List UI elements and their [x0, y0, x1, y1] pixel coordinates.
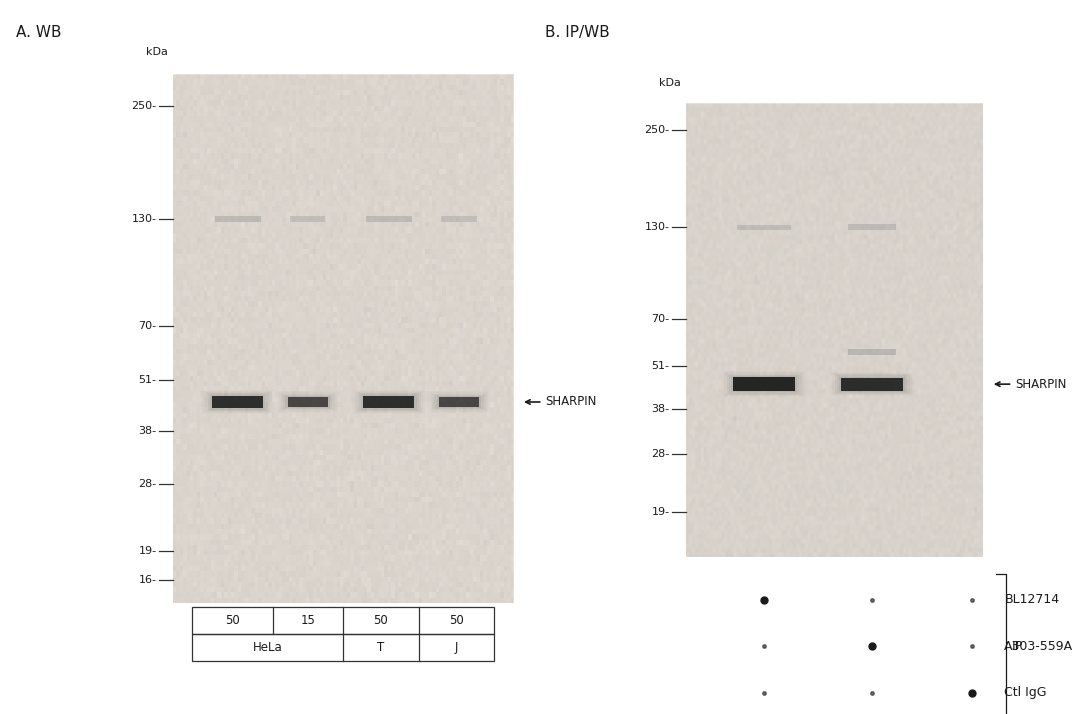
Bar — [438, 397, 480, 407]
Bar — [283, 395, 333, 409]
Text: SHARPIN: SHARPIN — [1015, 378, 1067, 391]
Bar — [285, 396, 330, 408]
Bar — [287, 397, 328, 407]
Bar — [835, 374, 909, 394]
Text: SHARPIN: SHARPIN — [545, 396, 597, 408]
Bar — [436, 396, 482, 408]
Bar — [212, 396, 264, 408]
Text: 51-: 51- — [138, 376, 157, 386]
Bar — [833, 373, 912, 395]
Text: B. IP/WB: B. IP/WB — [545, 25, 610, 40]
Bar — [366, 216, 411, 222]
Bar — [356, 392, 421, 412]
Text: IP: IP — [1012, 640, 1023, 653]
Bar — [727, 373, 801, 395]
Bar — [279, 393, 337, 411]
Text: 50: 50 — [449, 614, 463, 627]
Text: 250-: 250- — [645, 126, 670, 136]
Bar — [359, 393, 419, 411]
Text: J: J — [455, 641, 458, 654]
Bar — [205, 392, 270, 412]
Bar — [723, 371, 806, 397]
Text: 50: 50 — [374, 614, 388, 627]
Bar — [354, 391, 423, 413]
Text: A303-559A: A303-559A — [1004, 640, 1074, 653]
Bar — [173, 75, 513, 603]
Text: 38-: 38- — [651, 404, 670, 414]
Text: A. WB: A. WB — [16, 25, 62, 40]
Bar — [831, 372, 914, 396]
Bar — [210, 394, 266, 410]
Text: HeLa: HeLa — [253, 641, 282, 654]
Bar — [291, 216, 325, 222]
Text: 28-: 28- — [138, 479, 157, 489]
Text: kDa: kDa — [659, 78, 680, 88]
Bar — [686, 104, 983, 557]
Bar — [725, 373, 804, 396]
Text: 70-: 70- — [651, 313, 670, 323]
Bar — [352, 390, 426, 414]
Bar — [442, 216, 476, 222]
Bar — [192, 634, 495, 661]
Bar — [848, 224, 896, 230]
Bar — [192, 607, 495, 634]
Bar — [430, 393, 488, 411]
Bar — [363, 396, 415, 408]
Bar — [731, 376, 797, 393]
Bar — [841, 378, 903, 391]
Text: BL12714: BL12714 — [1004, 593, 1059, 606]
Bar — [839, 376, 905, 392]
Text: 19-: 19- — [651, 507, 670, 517]
Bar — [203, 391, 272, 413]
Text: 130-: 130- — [132, 214, 157, 224]
Bar — [837, 376, 907, 393]
Bar — [201, 390, 274, 414]
Text: 130-: 130- — [645, 222, 670, 232]
Bar — [432, 393, 486, 411]
Bar — [848, 348, 896, 355]
Bar — [281, 393, 335, 411]
Bar — [361, 394, 417, 410]
Text: 70-: 70- — [138, 321, 157, 331]
Bar — [215, 216, 260, 222]
Text: 19-: 19- — [138, 545, 157, 555]
Bar — [276, 391, 339, 413]
Bar — [428, 391, 490, 413]
Text: 51-: 51- — [651, 361, 670, 371]
Text: Ctl IgG: Ctl IgG — [1004, 686, 1047, 699]
Bar — [729, 375, 799, 393]
Bar — [733, 377, 795, 391]
Text: 28-: 28- — [651, 449, 670, 459]
Text: 250-: 250- — [132, 101, 157, 111]
Text: 16-: 16- — [138, 575, 157, 585]
Text: 50: 50 — [225, 614, 240, 627]
Bar — [207, 393, 268, 411]
Text: T: T — [377, 641, 384, 654]
Bar — [737, 225, 791, 230]
Text: 38-: 38- — [138, 426, 157, 436]
Text: kDa: kDa — [146, 47, 167, 57]
Text: 15: 15 — [300, 614, 315, 627]
Bar — [434, 395, 484, 409]
